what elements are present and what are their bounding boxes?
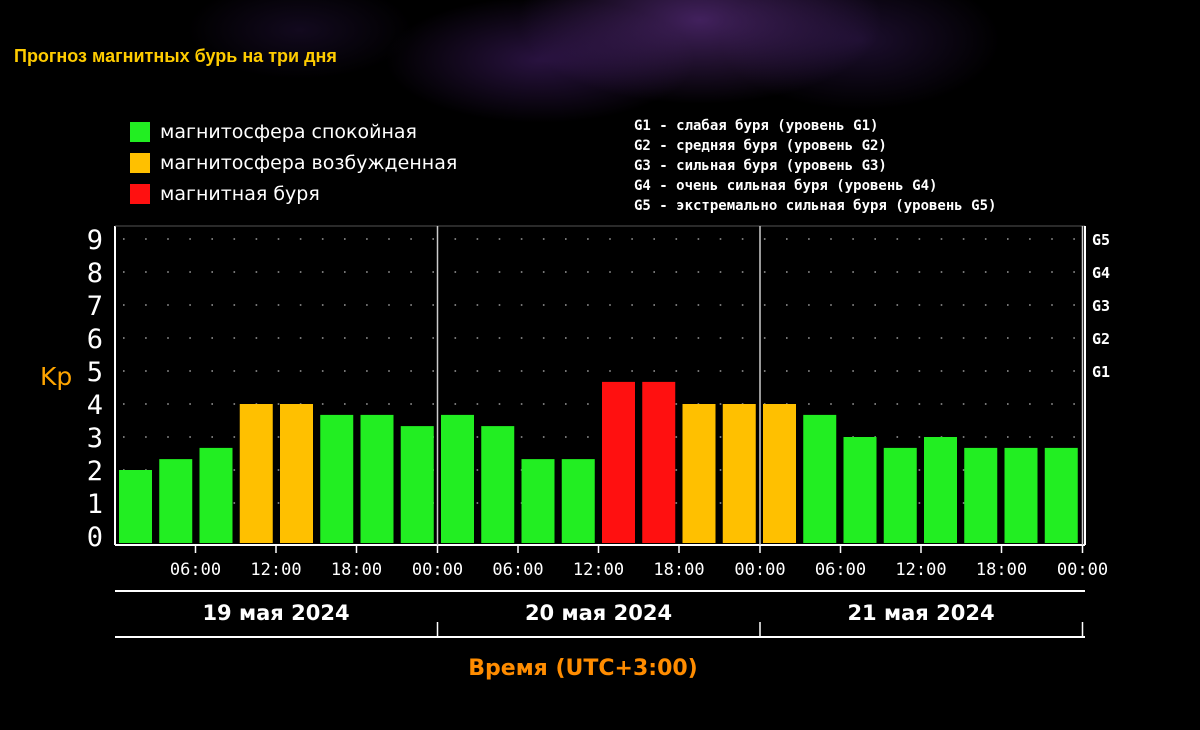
legend-label-active: магнитосфера возбужденная	[160, 151, 458, 174]
y-tick-label: 1	[87, 489, 103, 520]
kp-bar	[1044, 447, 1078, 543]
x-tick-label: 18:00	[653, 560, 704, 580]
day-label: 19 мая 2024	[202, 601, 349, 625]
x-tick-label: 06:00	[492, 560, 543, 580]
kp-bar	[642, 381, 676, 543]
day-label: 21 мая 2024	[847, 601, 994, 625]
x-tick-label: 12:00	[573, 560, 624, 580]
g-level-label: G2	[1092, 330, 1110, 348]
kp-bar	[883, 447, 917, 543]
g-level-label: G1	[1092, 363, 1110, 381]
legend-swatch-active	[130, 152, 150, 173]
x-tick-label: 00:00	[412, 560, 463, 580]
kp-bar	[119, 470, 152, 543]
g-level-label: G3	[1092, 297, 1110, 315]
page-title: Прогноз магнитных бурь на три дня	[14, 46, 337, 66]
y-tick-label: 2	[87, 456, 103, 487]
kp-bar	[843, 437, 877, 543]
x-tick-label: 12:00	[895, 560, 946, 580]
kp-bar	[803, 414, 837, 543]
x-tick-label: 06:00	[170, 560, 221, 580]
x-tick-label: 18:00	[976, 560, 1027, 580]
kp-bar	[441, 414, 474, 543]
y-tick-label: 4	[87, 390, 103, 421]
legend-swatch-storm	[130, 183, 150, 204]
legend-label-storm: магнитная буря	[160, 182, 320, 205]
x-tick-label: 00:00	[1057, 560, 1108, 580]
legend-item-quiet: магнитосфера спокойная	[130, 116, 457, 147]
kp-bar	[602, 381, 635, 543]
y-tick-label: 9	[87, 225, 103, 256]
y-tick-label: 7	[87, 291, 103, 322]
kp-bar	[239, 404, 273, 543]
kp-bar	[964, 447, 998, 543]
g-level-label: G5	[1092, 231, 1110, 249]
y-axis-label: Kp	[40, 362, 72, 391]
kp-bar	[280, 404, 313, 543]
storm-level-g3: G3 - сильная буря (уровень G3)	[634, 158, 887, 174]
kp-bar	[763, 404, 796, 543]
day-label: 20 мая 2024	[525, 601, 672, 625]
kp-bar	[1004, 447, 1038, 543]
y-tick-label: 8	[87, 258, 103, 289]
storm-level-g4: G4 - очень сильная буря (уровень G4)	[634, 178, 938, 194]
kp-bar	[481, 426, 515, 543]
legend-label-quiet: магнитосфера спокойная	[160, 120, 417, 143]
legend-item-storm: магнитная буря	[130, 178, 457, 209]
kp-bar	[722, 404, 756, 543]
x-tick-label: 00:00	[734, 560, 785, 580]
legend-swatch-quiet	[130, 121, 150, 142]
legend: магнитосфера спокойная магнитосфера возб…	[130, 116, 457, 209]
kp-bar	[682, 404, 716, 543]
kp-bar	[521, 459, 555, 543]
x-axis-label: Время (UTC+3:00)	[468, 656, 698, 681]
x-tick-label: 06:00	[815, 560, 866, 580]
storm-level-g5: G5 - экстремально сильная буря (уровень …	[634, 198, 997, 214]
x-tick-label: 12:00	[250, 560, 301, 580]
kp-bar	[561, 459, 595, 543]
kp-bar	[199, 447, 233, 543]
y-tick-label: 3	[87, 423, 103, 454]
y-tick-label: 5	[87, 357, 103, 388]
legend-item-active: магнитосфера возбужденная	[130, 147, 457, 178]
x-tick-label: 18:00	[331, 560, 382, 580]
y-tick-label: 0	[87, 522, 103, 553]
g-level-label: G4	[1092, 264, 1110, 282]
kp-bar	[400, 426, 434, 543]
kp-bar	[360, 414, 394, 543]
storm-level-g1: G1 - слабая буря (уровень G1)	[634, 118, 879, 134]
kp-bar	[320, 414, 354, 543]
storm-level-legend: G1 - слабая буря (уровень G1) G2 - средн…	[634, 116, 996, 216]
storm-level-g2: G2 - средняя буря (уровень G2)	[634, 138, 887, 154]
kp-bar	[159, 459, 193, 543]
kp-bar	[924, 437, 957, 543]
y-tick-label: 6	[87, 324, 103, 355]
